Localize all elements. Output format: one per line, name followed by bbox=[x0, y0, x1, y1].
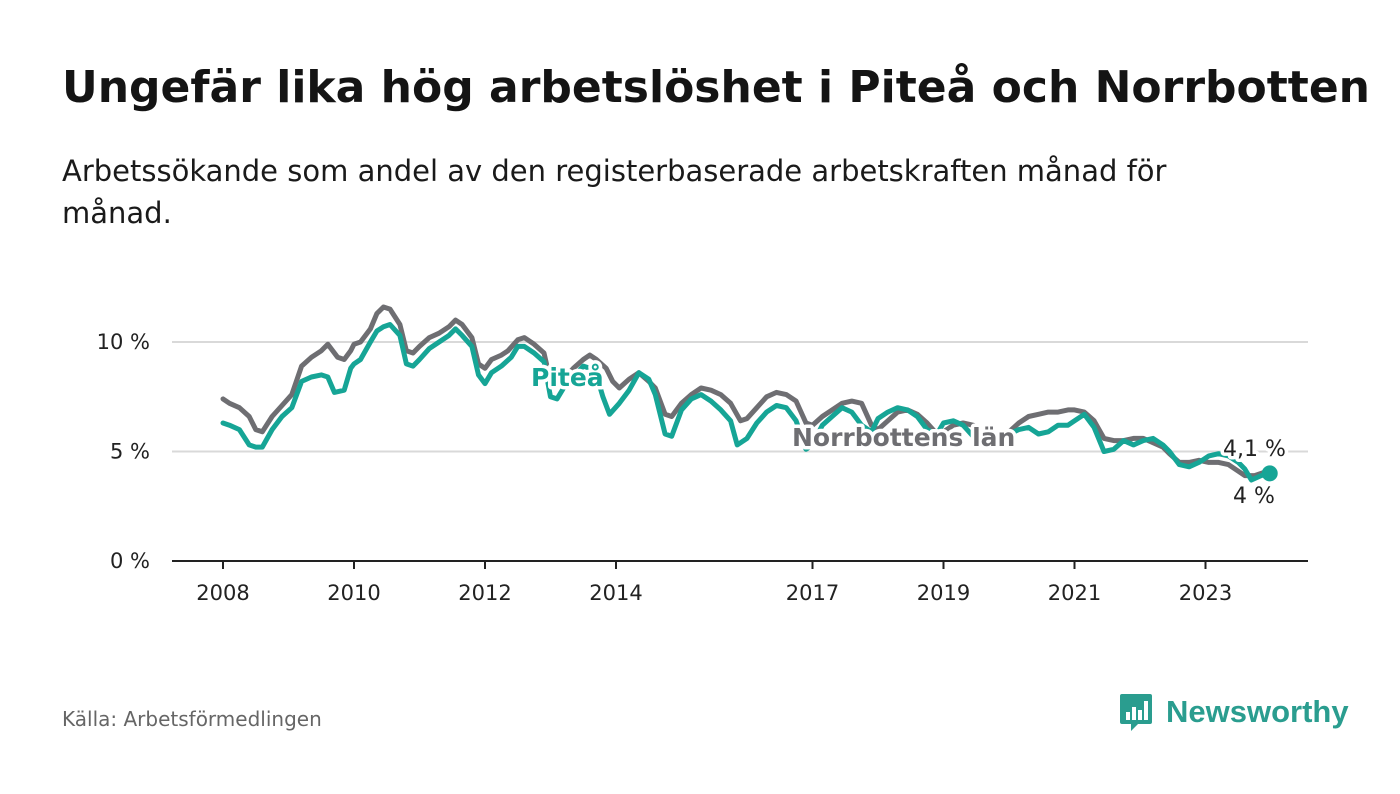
x-tick-label: 2012 bbox=[458, 581, 511, 605]
series-lines bbox=[220, 304, 1278, 483]
x-tick-label: 2017 bbox=[786, 581, 839, 605]
end-label-norrbotten: 4,1 % bbox=[1223, 437, 1286, 462]
end-label-pitea: 4 % bbox=[1233, 484, 1275, 509]
y-tick-label: 0 % bbox=[110, 549, 150, 573]
x-axis: 2008 2010 2012 2014 2017 2019 2021 2023 bbox=[172, 560, 1308, 605]
x-tick-label: 2023 bbox=[1179, 581, 1232, 605]
x-tick-label: 2008 bbox=[196, 581, 249, 605]
x-tick-label: 2021 bbox=[1048, 581, 1101, 605]
x-tick-label: 2010 bbox=[327, 581, 380, 605]
x-tick-label: 2014 bbox=[589, 581, 642, 605]
bar-chart-icon bbox=[1120, 694, 1152, 731]
x-tick-label: 2019 bbox=[917, 581, 970, 605]
source-note: Källa: Arbetsförmedlingen bbox=[62, 707, 322, 731]
brand-logo: Newsworthy bbox=[1118, 690, 1349, 734]
series-line-pitea bbox=[220, 322, 1271, 483]
series-label-pitea: Piteå bbox=[531, 363, 604, 392]
line-chart: 0 %5 %10 % 2008 2010 2012 2014 2017 2019 2021 2… bbox=[97, 304, 1308, 605]
y-tick-label: 10 % bbox=[97, 330, 150, 354]
brand-name: Newsworthy bbox=[1166, 694, 1349, 729]
y-tick-label: 5 % bbox=[110, 440, 150, 464]
chart-title: Ungefär lika hög arbetslöshet i Piteå oc… bbox=[62, 62, 1370, 113]
series-labels: Piteå Norrbottens län 4,1 % 4 % bbox=[528, 360, 1290, 513]
end-point-marker bbox=[1261, 465, 1278, 482]
series-label-norrbotten: Norrbottens län bbox=[792, 423, 1015, 452]
y-axis: 0 % 5 % 10 % bbox=[97, 330, 150, 573]
chart-subtitle: Arbetssökande som andel av den registerb… bbox=[62, 154, 1167, 230]
